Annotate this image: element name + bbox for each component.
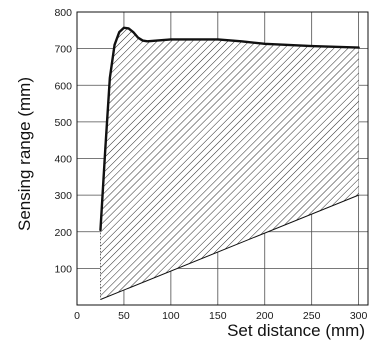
y-tick-label: 800	[54, 7, 72, 19]
x-axis-ticks: 0 50 100 150 200 250 300	[74, 310, 367, 322]
y-axis-ticks: 100 200 300 400 500 600 700 800	[54, 7, 72, 275]
hatched-region	[100, 27, 359, 300]
plot-frame	[76, 11, 369, 306]
y-tick-label: 100	[54, 263, 72, 275]
x-tick-label: 50	[118, 310, 130, 322]
x-tick-label: 300	[350, 310, 368, 322]
lower-boundary-line	[100, 194, 359, 300]
x-tick-label: 0	[74, 310, 80, 322]
y-tick-label: 400	[54, 154, 72, 166]
x-axis-title: Set distance (mm)	[227, 321, 365, 340]
y-tick-label: 300	[54, 190, 72, 202]
sensing-area	[99, 26, 360, 300]
y-axis-title: Sensing range (mm)	[15, 77, 34, 231]
upper-boundary-curve	[99, 26, 360, 232]
y-tick-label: 200	[54, 227, 72, 239]
y-tick-label: 600	[54, 80, 72, 92]
y-tick-label: 700	[54, 44, 72, 56]
x-tick-label: 150	[209, 310, 227, 322]
x-tick-label: 250	[303, 310, 321, 322]
y-tick-label: 500	[54, 117, 72, 129]
x-tick-label: 200	[256, 310, 274, 322]
x-tick-label: 100	[162, 310, 180, 322]
